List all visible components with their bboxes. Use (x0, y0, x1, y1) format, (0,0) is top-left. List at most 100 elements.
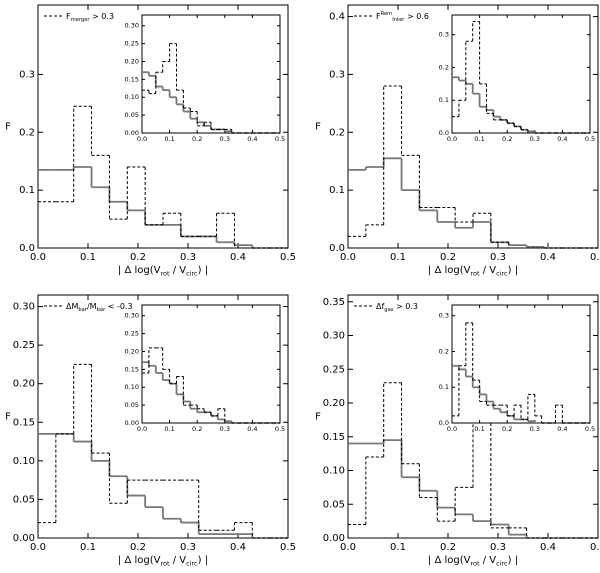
label-part: bar (97, 306, 106, 312)
label-part: / V (170, 555, 187, 566)
x-tick-label: 0.1 (164, 135, 174, 143)
y-tick-label: 0.30 (323, 331, 345, 342)
x-tick-label: 0.5 (585, 425, 595, 433)
plot-frame (141, 304, 281, 424)
label-part: /M (87, 302, 97, 311)
x-tick-label: 0.1 (474, 425, 484, 433)
y-tick-label: 0.25 (323, 364, 345, 375)
y-tick-label: 0.10 (125, 383, 139, 391)
y-axis-label: F (5, 122, 11, 133)
y-tick-label: 0.1 (439, 96, 449, 104)
label-part: circ (496, 270, 508, 278)
y-tick-label: 0.20 (125, 57, 139, 65)
label-part: rot (160, 560, 170, 568)
y-tick-label: 0.3 (19, 69, 35, 80)
label-part: ) | (508, 555, 518, 566)
label-part: | Δ log(V (118, 265, 161, 276)
x-tick-label: 0.0 (447, 135, 457, 143)
label-part: / V (480, 555, 497, 566)
histogram-series (142, 347, 280, 424)
x-tick-label: 0.1 (474, 135, 484, 143)
label-part: | Δ log(V (428, 265, 471, 276)
y-tick-label: 0.2 (19, 127, 35, 138)
label-part: > 0.3 (90, 12, 115, 21)
rich-label: | Δ log(Vrot / Vcirc) | (118, 555, 208, 568)
x-tick-label: 0.2 (502, 425, 512, 433)
plot-frame (141, 14, 281, 134)
y-tick-label: 0.0 (19, 243, 35, 254)
x-tick-label: 0.2 (502, 135, 512, 143)
x-tick-label: 0.1 (390, 542, 406, 553)
x-tick-label: 0.2 (440, 252, 456, 263)
y-axis-label: F (315, 412, 321, 423)
x-tick-label: 0.3 (490, 252, 506, 263)
y-tick-label: 0.15 (13, 417, 35, 428)
x-tick-label: 0.3 (180, 252, 196, 263)
rich-label: Fmerger > 0.3 (66, 12, 114, 23)
histogram-series (452, 322, 590, 424)
label-part: ) | (198, 555, 208, 566)
x-tick-label: 0.3 (530, 135, 540, 143)
x-tick-label: 0.5 (585, 135, 595, 143)
label-part: merger (71, 16, 91, 22)
label-part: | Δ log(V (428, 555, 471, 566)
x-tick-label: 0.0 (447, 425, 457, 433)
label-part: bar (78, 306, 87, 312)
label-part: | Δ log(V (118, 555, 161, 566)
x-tick-label: 0.3 (530, 425, 540, 433)
y-tick-label: 0.20 (125, 347, 139, 355)
x-tick-label: 0.4 (557, 135, 567, 143)
y-axis-label: F (315, 122, 321, 133)
rich-label: Δfgas > 0.3 (376, 302, 418, 313)
y-tick-label: 0.1 (439, 383, 449, 391)
x-tick-label: 0.1 (80, 542, 96, 553)
x-tick-label: 0.0 (137, 425, 147, 433)
x-tick-label: 0.3 (180, 542, 196, 553)
label-part: circ (496, 560, 508, 568)
x-tick-label: 0.5 (275, 135, 285, 143)
y-tick-label: 0.2 (329, 127, 345, 138)
x-tick-label: 0.4 (557, 425, 567, 433)
y-tick-label: 0.20 (323, 398, 345, 409)
x-tick-label: 0.2 (130, 252, 146, 263)
label-part: / V (480, 265, 497, 276)
histogram-series (452, 21, 590, 134)
y-tick-label: 0.05 (13, 494, 35, 505)
histogram-series (142, 43, 280, 134)
y-axis-label: F (5, 412, 11, 423)
plot-frame (451, 304, 591, 424)
x-tick-label: 0.4 (540, 252, 556, 263)
label-part: F (376, 12, 381, 21)
x-tick-label: 0.2 (440, 542, 456, 553)
y-tick-label: 0.25 (125, 40, 139, 48)
histogram-series (38, 105, 288, 249)
x-tick-label: 0.2 (130, 542, 146, 553)
y-tick-label: 0.2 (439, 63, 449, 71)
y-tick-label: 0.1 (329, 185, 345, 196)
y-tick-label: 0.0 (439, 129, 449, 137)
x-tick-label: 0.3 (220, 135, 230, 143)
x-tick-label: 0.5 (275, 425, 285, 433)
label-part: > 0.3 (393, 302, 418, 311)
label-part: ΔM (66, 302, 78, 311)
label-part: < -0.3 (105, 302, 132, 311)
x-tick-label: 0.0 (30, 252, 46, 263)
y-tick-label: 0.3 (439, 31, 449, 39)
rich-label: | Δ log(Vrot / Vcirc) | (428, 265, 518, 278)
y-tick-label: 0.0 (439, 419, 449, 427)
y-tick-label: 0.20 (13, 379, 35, 390)
label-part: circ (186, 560, 198, 568)
x-tick-label: 0.1 (80, 252, 96, 263)
label-part: Inter (392, 16, 405, 22)
y-tick-label: 0.30 (125, 312, 139, 320)
y-tick-label: 0.10 (323, 466, 345, 477)
label-part: Rem (381, 10, 393, 16)
y-tick-label: 0.0 (329, 243, 345, 254)
y-tick-label: 0.4 (329, 12, 345, 23)
y-tick-label: 0.00 (13, 533, 35, 544)
x-tick-label: 0.0 (340, 542, 356, 553)
y-tick-label: 0.15 (125, 75, 139, 83)
y-tick-label: 0.05 (125, 401, 139, 409)
y-tick-label: 0.25 (13, 340, 35, 351)
